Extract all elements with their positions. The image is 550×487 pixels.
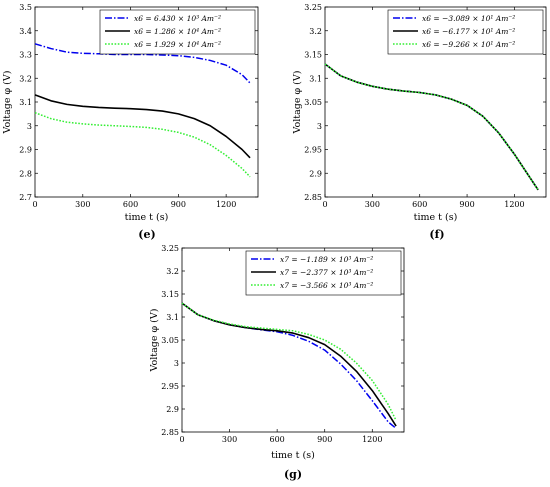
y-tick-label: 2.9: [19, 146, 32, 155]
x-tick-label: 1200: [362, 435, 382, 444]
y-tick-label: 3.2: [309, 27, 322, 36]
y-tick-label: 3.2: [19, 74, 32, 83]
x-tick-label: 0: [32, 200, 37, 209]
panel-3: 0 300 600 900 1200 2.85 2.9 2.95 3 3.05 3.1 3.15 3.2…: [149, 244, 405, 481]
series-line-3: [34, 111, 251, 178]
panel-2: 0 300 600 900 1200 2.85 2.9 2.95 3 3.05 3.1 3.15 3.2…: [292, 3, 547, 241]
x-tick-label: 300: [365, 200, 380, 209]
legend-label: x7 = −1.189 × 10³ Am⁻²: [280, 255, 373, 264]
y-tick-label: 3.4: [19, 27, 32, 36]
y-tick-label: 3: [174, 359, 179, 368]
x-tick-label: 900: [317, 435, 332, 444]
y-tick-label: 3.15: [161, 290, 179, 299]
legend-label: x6 = 1.286 × 10⁴ Am⁻²: [134, 27, 221, 36]
x-axis-label: time t (s): [125, 212, 169, 223]
x-tick-label: 0: [179, 435, 184, 444]
series-line-3: [324, 63, 539, 191]
y-tick-label: 3.1: [166, 313, 179, 322]
x-tick-label: 900: [171, 200, 186, 209]
x-tick-label: 1200: [216, 200, 236, 209]
y-tick-label: 2.95: [161, 382, 179, 391]
y-tick-label: 3.25: [304, 3, 322, 12]
legend: x7 = −1.189 × 10³ Am⁻² x7 = −2.377 × 10³ …: [245, 250, 402, 296]
y-tick-label: 3.25: [161, 244, 179, 253]
y-tick-label: 3: [27, 122, 32, 131]
y-axis-label: Voltage φ (V): [149, 309, 160, 373]
y-tick-label: 3.05: [304, 98, 322, 107]
legend-box: [387, 9, 544, 55]
y-tick-label: 3.05: [161, 336, 179, 345]
x-tick-label: 1200: [504, 200, 524, 209]
x-tick-label: 600: [270, 435, 285, 444]
series-line-2: [324, 63, 539, 191]
y-tick-label: 2.95: [304, 146, 322, 155]
series-line-2: [181, 302, 397, 427]
panel-caption: (f): [429, 228, 444, 241]
y-tick-label: 3.5: [19, 3, 32, 12]
x-tick-label: 600: [123, 200, 138, 209]
y-tick-label: 3.3: [19, 51, 32, 60]
legend: x6 = −3.089 × 10¹ Am⁻² x6 = −6.177 × 10¹ …: [387, 9, 544, 55]
panel-1: 0 300 600 900 1200 2.7 2.8 2.9 3 3.1 3.2 3.3 3.4 3.5 t…: [2, 3, 259, 241]
y-tick-label: 3.1: [19, 98, 32, 107]
y-tick-label: 2.9: [166, 405, 179, 414]
x-axis-label: time t (s): [414, 212, 458, 223]
y-axis-label: Voltage φ (V): [2, 71, 13, 135]
y-tick-label: 3.15: [304, 51, 322, 60]
legend-label: x6 = −6.177 × 10¹ Am⁻²: [422, 27, 515, 36]
series-line-3: [181, 302, 397, 421]
y-tick-label: 2.8: [19, 169, 32, 178]
legend-box: [99, 9, 256, 55]
y-axis-label: Voltage φ (V): [292, 71, 303, 135]
legend-label: x6 = 1.929 × 10⁴ Am⁻²: [134, 40, 221, 49]
panel-caption: (g): [284, 468, 302, 481]
x-tick-label: 300: [222, 435, 237, 444]
series-line-2: [34, 94, 251, 159]
y-tick-label: 3.2: [166, 267, 179, 276]
y-tick-label: 2.9: [309, 169, 322, 178]
legend: x6 = 6.430 × 10³ Am⁻² x6 = 1.286 × 10⁴ Am…: [99, 9, 256, 55]
legend-box: [245, 250, 402, 296]
panel-caption: (e): [138, 228, 155, 241]
series-line-1: [181, 302, 397, 429]
x-tick-label: 900: [459, 200, 474, 209]
legend-label: x6 = 6.430 × 10³ Am⁻²: [134, 14, 221, 23]
y-tick-label: 2.7: [19, 193, 32, 202]
legend-label: x7 = −2.377 × 10³ Am⁻²: [280, 268, 373, 277]
y-tick-label: 2.85: [161, 428, 179, 437]
y-tick-label: 2.85: [304, 193, 322, 202]
series-line-1: [34, 43, 251, 84]
y-tick-label: 3.1: [309, 74, 322, 83]
legend-label: x7 = −3.566 × 10³ Am⁻²: [280, 281, 373, 290]
y-tick-label: 3: [317, 122, 322, 131]
legend-label: x6 = −3.089 × 10¹ Am⁻²: [422, 14, 515, 23]
x-tick-label: 300: [75, 200, 90, 209]
legend-label: x6 = −9.266 × 10¹ Am⁻²: [422, 40, 515, 49]
x-tick-label: 0: [322, 200, 327, 209]
x-tick-label: 600: [412, 200, 427, 209]
x-axis-label: time t (s): [271, 450, 315, 461]
